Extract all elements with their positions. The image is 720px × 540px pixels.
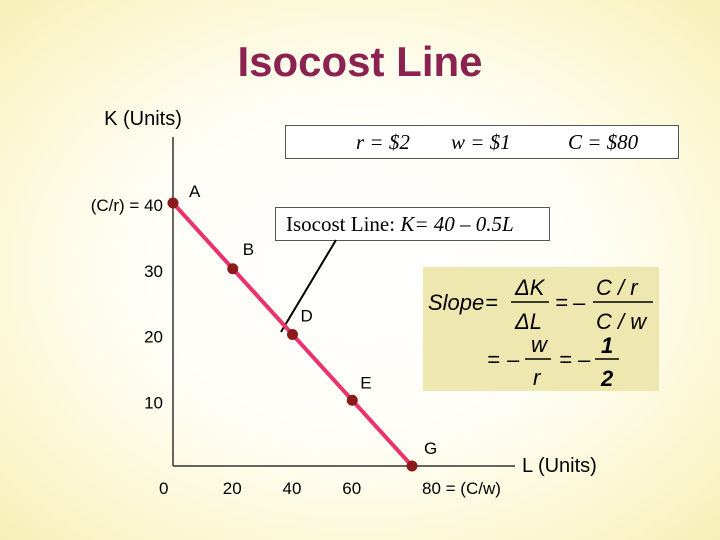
y-axis-label: K (Units): [100, 108, 186, 131]
y-tick-label: (C/r) = 40: [91, 196, 163, 215]
isocost-equation-box: Isocost Line: K= 40 – 0.5L: [275, 207, 550, 241]
param-w: w = $1: [451, 130, 511, 154]
slide-title: Isocost Line: [237, 38, 483, 85]
param-c: C = $80: [568, 130, 639, 154]
point-label-d: D: [301, 307, 313, 326]
point-a: [167, 197, 179, 209]
slope-eq-1: =: [485, 290, 498, 315]
point-label-e: E: [360, 373, 371, 392]
parameters-box: r = $2 w = $1 C = $80: [285, 125, 679, 159]
slope-eq-4: =: [559, 347, 572, 372]
slope-minus-1: –: [572, 290, 586, 315]
slope-word: Slope: [428, 290, 484, 315]
equation-formula: K= 40 – 0.5L: [400, 212, 514, 236]
point-g: [406, 460, 418, 472]
slope-two: 2: [600, 366, 614, 391]
point-e: [346, 394, 358, 406]
slope-dl: ΔL: [514, 309, 542, 334]
callout-pointer: [280, 239, 337, 333]
slope-w: w: [531, 332, 549, 357]
point-label-g: G: [424, 439, 437, 458]
y-axis-label-text: K (Units): [104, 108, 182, 130]
slope-r: r: [533, 365, 542, 390]
point-b: [227, 263, 239, 275]
slope-one: 1: [601, 333, 613, 358]
slope-cr: C / r: [596, 275, 639, 300]
param-r: r = $2: [356, 130, 410, 154]
slope-eq-2: =: [555, 290, 568, 315]
slope-minus-3: –: [577, 347, 591, 372]
x-tick-label: 80 = (C/w): [422, 479, 501, 498]
slope-cw: C / w: [596, 309, 648, 334]
x-tick-label: 20: [223, 479, 242, 498]
y-tick-label: 10: [144, 393, 163, 412]
point-label-a: A: [189, 182, 201, 201]
y-tick-label: 20: [144, 328, 163, 347]
x-tick-label: 0: [159, 479, 168, 498]
equation-prefix: Isocost Line:: [286, 212, 401, 236]
x-tick-label: 40: [283, 479, 302, 498]
x-axis-label: L (Units): [522, 455, 597, 477]
slope-minus-2: –: [506, 347, 520, 372]
y-tick-label: 30: [144, 262, 163, 281]
slope-eq-3: =: [487, 347, 500, 372]
point-label-b: B: [243, 240, 254, 259]
slope-formula-box: Slope = ΔK ΔL = – C / r C / w = – w r = …: [423, 267, 659, 391]
slope-formula: Slope = ΔK ΔL = – C / r C / w = – w r = …: [428, 275, 653, 391]
point-d: [287, 329, 298, 340]
slope-dk: ΔK: [514, 275, 546, 300]
x-tick-label: 60: [342, 479, 361, 498]
